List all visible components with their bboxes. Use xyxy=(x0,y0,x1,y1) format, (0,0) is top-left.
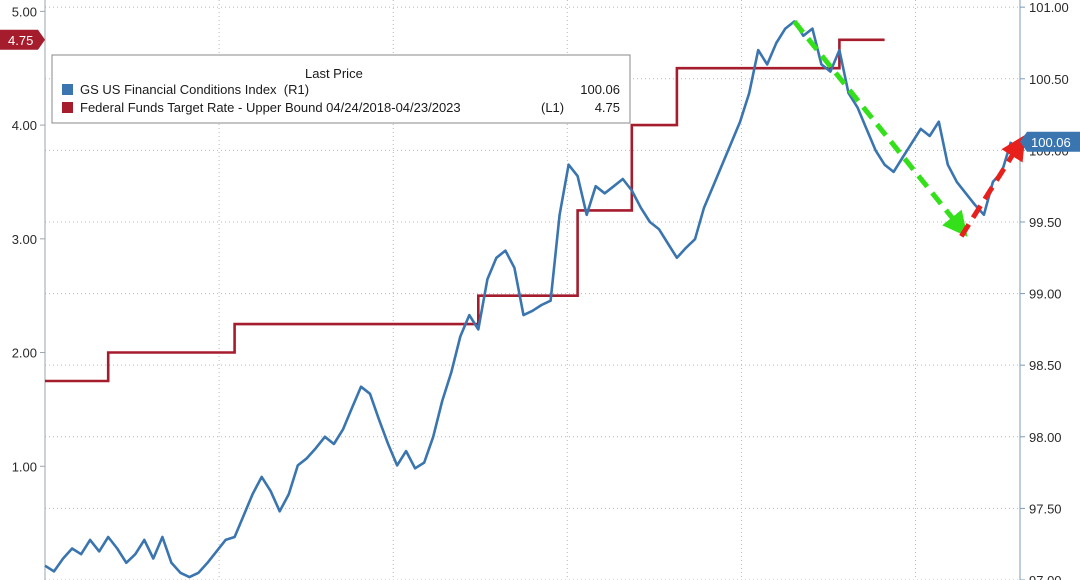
legend-value-fci: 100.06 xyxy=(580,82,620,97)
left-tick-label: 1.00 xyxy=(12,459,37,474)
fed-funds-rate-line xyxy=(45,38,885,383)
left-tick-label: 2.00 xyxy=(12,346,37,361)
red-up-arrow xyxy=(959,134,1026,238)
right-tick-label: 100.50 xyxy=(1029,72,1069,87)
legend: Last Price GS US Financial Conditions In… xyxy=(51,54,631,124)
right-tick-label: 98.50 xyxy=(1029,358,1062,373)
right-tick-label: 99.50 xyxy=(1029,215,1062,230)
legend-tag-fed: (L1) xyxy=(541,100,564,115)
right-axis-ticks: 97.0097.5098.0098.5099.0099.50100.00100.… xyxy=(1020,0,1069,580)
right-tick-label: 98.00 xyxy=(1029,430,1062,445)
right-tick-label: 101.00 xyxy=(1029,0,1069,15)
left-tick-label: 4.00 xyxy=(12,118,37,133)
fed-last-value-badge: 4.75 xyxy=(0,29,45,50)
left-axis-ticks: 1.00 2.00 3.00 4.00 5.00 xyxy=(12,4,45,474)
left-tick-label: 5.00 xyxy=(12,4,37,19)
legend-value-fed: 4.75 xyxy=(595,100,620,115)
left-tick-label: 3.00 xyxy=(12,232,37,247)
legend-swatch-fci xyxy=(62,84,73,95)
right-tick-label: 99.00 xyxy=(1029,287,1062,302)
legend-swatch-fed xyxy=(62,102,73,113)
legend-label-fci: GS US Financial Conditions Index (R1) xyxy=(80,82,309,97)
fed-last-value-text: 4.75 xyxy=(8,33,33,48)
fci-last-value-badge: 100.06 xyxy=(1020,131,1080,152)
fci-last-value-text: 100.06 xyxy=(1031,135,1071,150)
legend-header: Last Price xyxy=(305,66,363,81)
right-tick-label: 97.00 xyxy=(1029,573,1062,580)
gs-fci-line xyxy=(44,20,1013,579)
legend-label-fed: Federal Funds Target Rate - Upper Bound … xyxy=(80,100,461,115)
green-down-arrow xyxy=(792,19,968,237)
right-tick-label: 97.50 xyxy=(1029,501,1062,516)
